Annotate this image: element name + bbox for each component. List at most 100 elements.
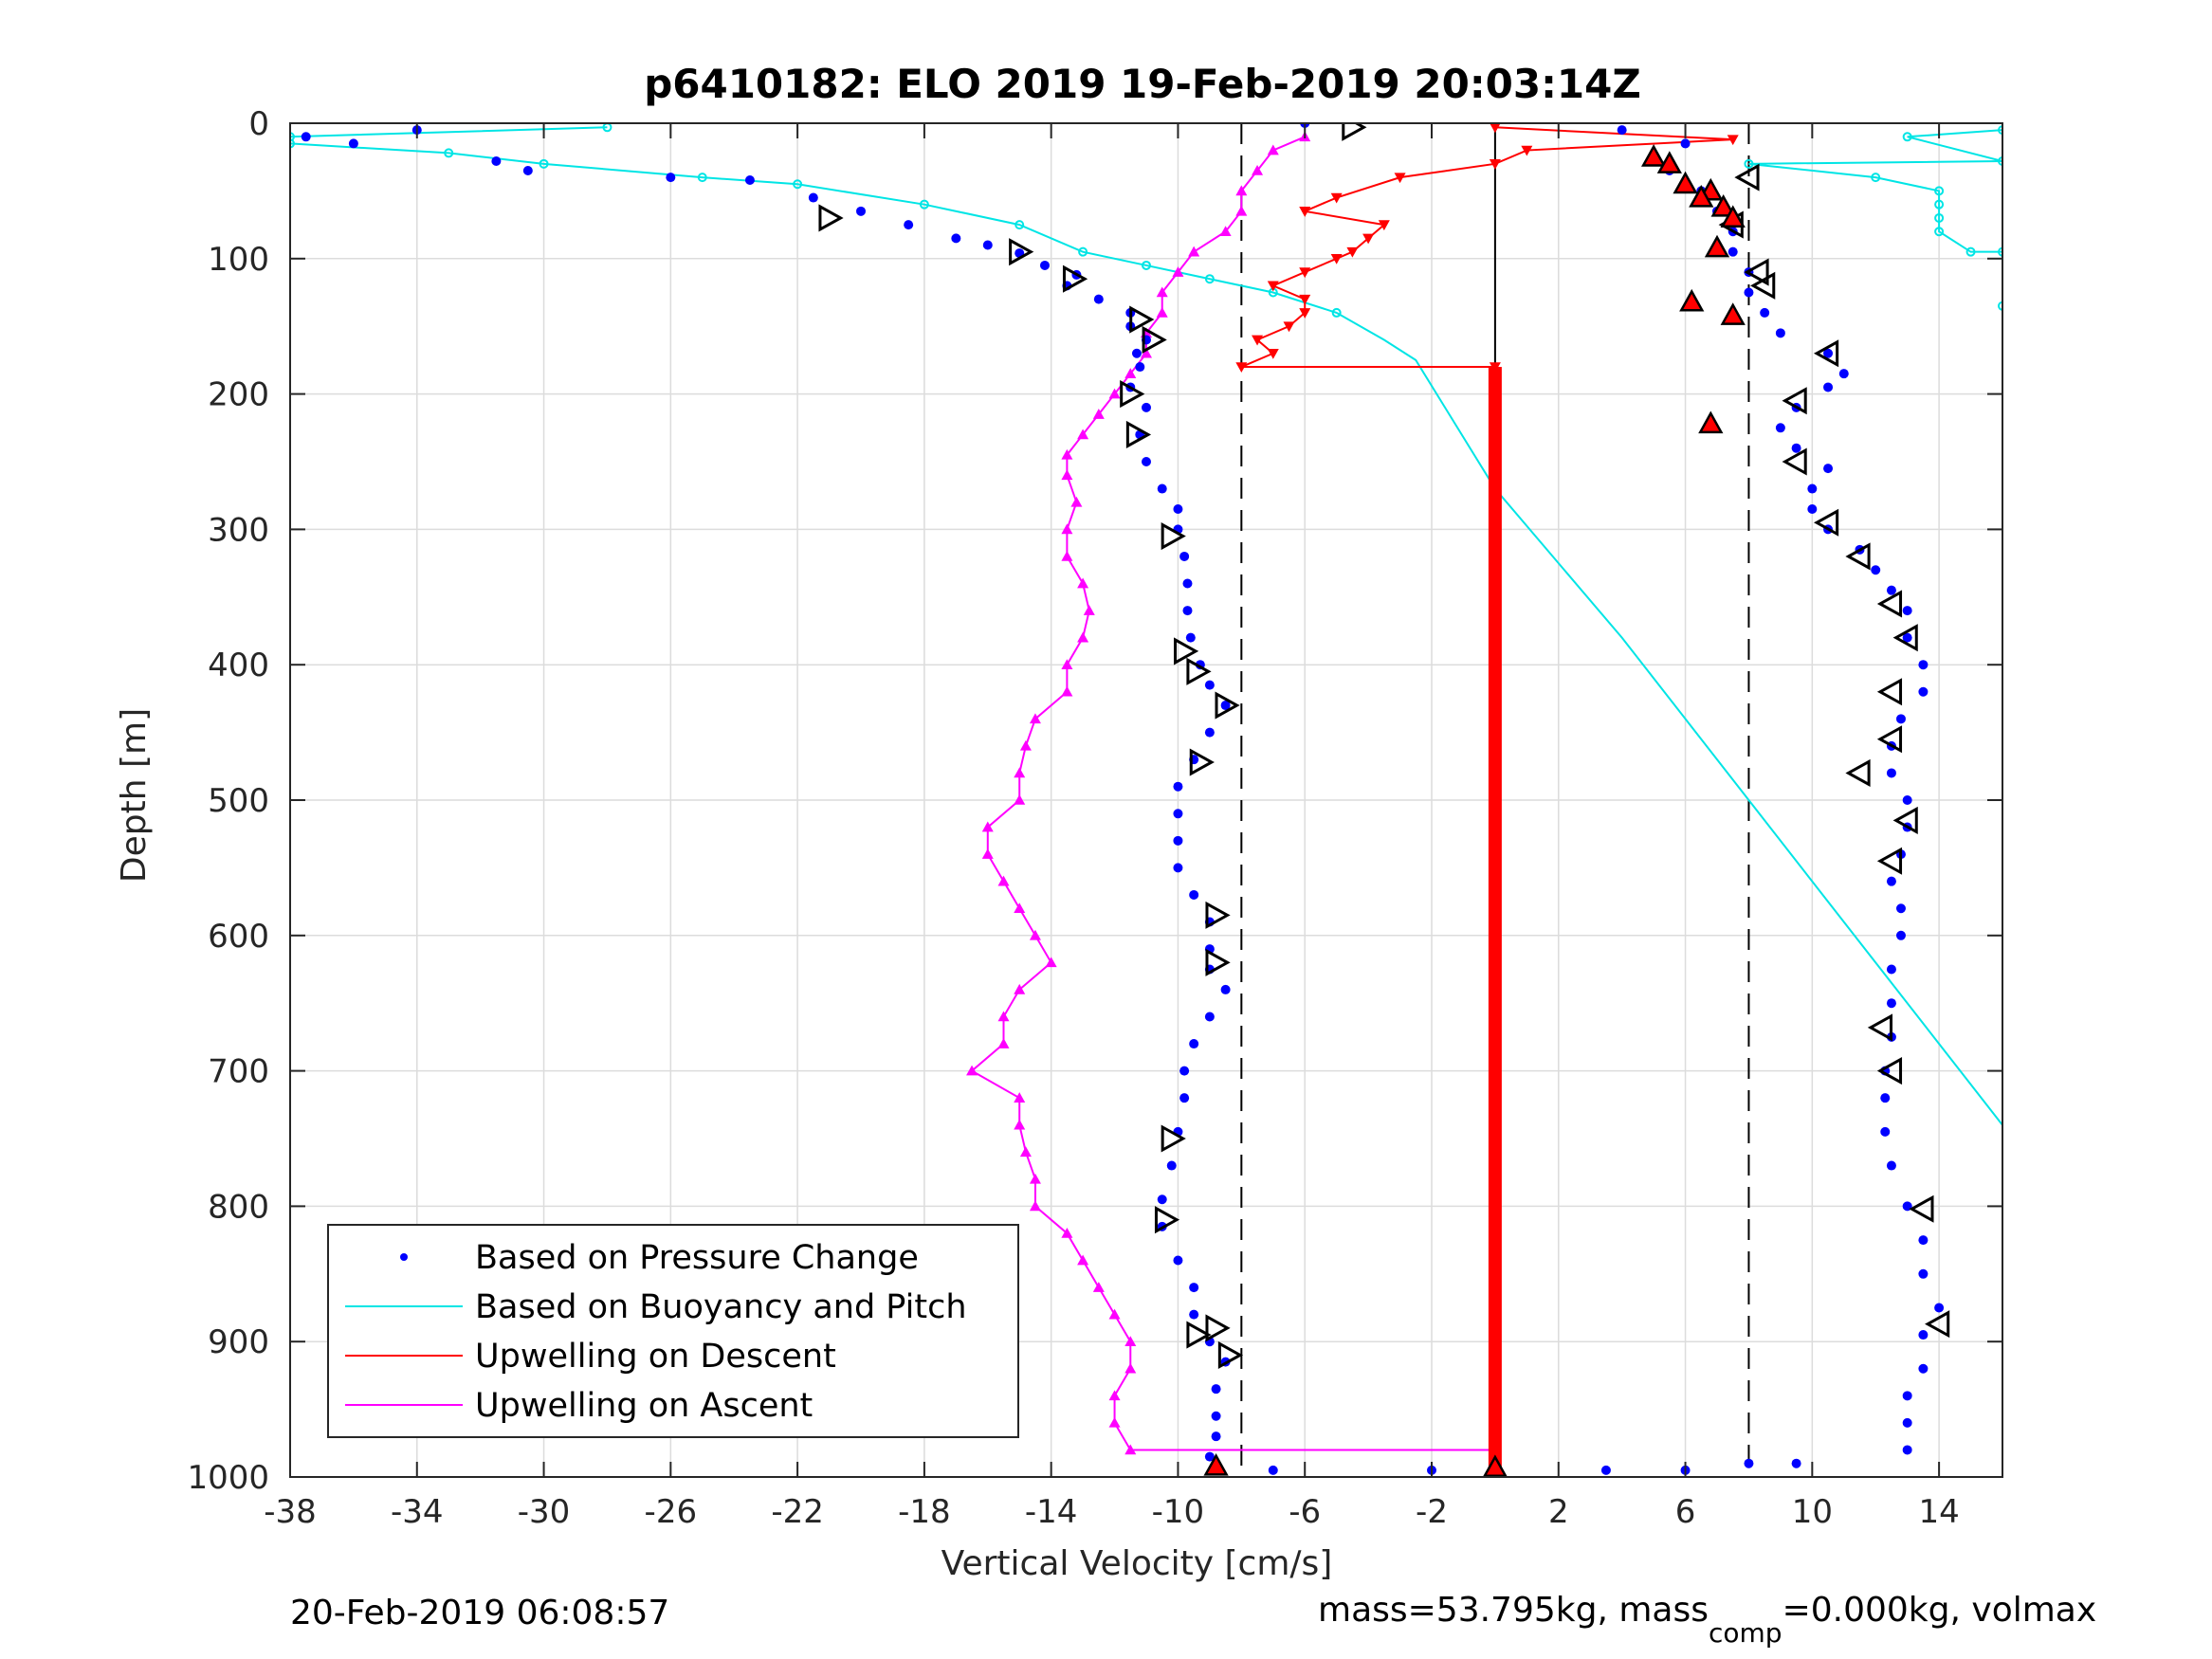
pressure-change-point xyxy=(1039,260,1050,270)
x-tick-label: -34 xyxy=(391,1493,444,1531)
upwelling-ascent-marker xyxy=(1070,496,1083,507)
pressure-change-point xyxy=(1838,369,1849,379)
open-triangle-marker xyxy=(1845,542,1871,571)
y-tick-label: 400 xyxy=(208,647,269,684)
filled-triangle-marker xyxy=(1720,205,1746,228)
pressure-change-point xyxy=(1617,125,1627,136)
pressure-change-point xyxy=(1189,1283,1199,1293)
open-triangle-marker xyxy=(1845,758,1871,787)
pressure-change-point xyxy=(666,173,676,183)
legend-box xyxy=(327,1224,1019,1438)
pressure-change-point xyxy=(1918,686,1929,697)
upwelling-ascent-marker xyxy=(1188,246,1200,257)
open-triangle-marker xyxy=(1174,637,1199,665)
upwelling-ascent-marker xyxy=(997,1038,1010,1048)
open-triangle-marker xyxy=(1750,271,1776,300)
upwelling-ascent-marker xyxy=(1019,1146,1032,1158)
upwelling-ascent-marker xyxy=(1267,144,1279,155)
x-tick-label: -22 xyxy=(771,1493,824,1531)
upwelling-descent-marker xyxy=(1252,335,1264,346)
upwelling-ascent-marker xyxy=(981,821,994,832)
upwelling-descent-marker xyxy=(1521,145,1533,156)
upwelling-ascent-marker xyxy=(1235,185,1248,196)
x-tick-label: -30 xyxy=(518,1493,571,1531)
pressure-change-point xyxy=(1886,1160,1896,1171)
upwelling-ascent-marker xyxy=(1124,1362,1137,1374)
x-tick-label: -38 xyxy=(264,1493,317,1531)
upwelling-ascent-marker xyxy=(1141,347,1152,358)
pressure-change-point xyxy=(1211,1431,1221,1442)
upwelling-descent-marker xyxy=(1489,159,1501,170)
pressure-change-point xyxy=(1886,768,1896,778)
open-triangle-marker xyxy=(1120,380,1145,409)
buoyancy-pitch-point xyxy=(444,148,454,158)
pressure-change-point xyxy=(301,132,311,142)
legend-entry-label: Upwelling on Descent xyxy=(475,1338,836,1376)
pressure-change-point xyxy=(1135,362,1145,373)
open-triangle-marker xyxy=(1876,1057,1903,1085)
open-triangle-marker xyxy=(1161,1124,1186,1153)
pressure-change-point xyxy=(348,138,358,149)
open-triangle-marker xyxy=(1062,264,1088,293)
pressure-change-point xyxy=(1918,660,1929,670)
pressure-change-point xyxy=(1886,964,1896,975)
open-triangle-marker xyxy=(1744,258,1769,286)
pressure-change-point xyxy=(1182,606,1193,616)
pressure-change-point xyxy=(982,240,993,250)
buoyancy-pitch-point xyxy=(697,173,707,183)
x-axis-label: Vertical Velocity [cm/s] xyxy=(941,1544,1333,1583)
filled-triangle-marker xyxy=(1710,193,1736,217)
footer-mass-info: mass=53.795kg, masscomp=0.000kg, volmax xyxy=(1318,1591,2096,1649)
pressure-change-point xyxy=(1211,1411,1221,1421)
pressure-change-point xyxy=(1093,294,1104,304)
upwelling-ascent-marker xyxy=(1061,448,1073,460)
upwelling-ascent-marker xyxy=(1124,1444,1137,1455)
open-triangle-marker xyxy=(1161,521,1186,551)
pressure-change-point xyxy=(1173,781,1183,792)
pressure-change-point xyxy=(1902,795,1912,805)
upwelling-ascent-marker xyxy=(1156,286,1168,298)
upwelling-ascent-marker xyxy=(1014,1092,1026,1103)
pressure-change-point xyxy=(1823,348,1834,358)
upwelling-descent-marker xyxy=(1378,220,1390,231)
pressure-change-point xyxy=(1173,809,1183,819)
pressure-change-point xyxy=(1189,889,1199,900)
pressure-change-point xyxy=(1902,1391,1912,1401)
open-triangle-marker xyxy=(1205,1314,1231,1342)
buoyancy-pitch-surface-point xyxy=(1871,173,1881,183)
pressure-change-point xyxy=(1220,701,1231,711)
open-triangle-marker xyxy=(1909,1194,1934,1223)
pressure-change-point xyxy=(1871,565,1881,575)
pressure-change-point xyxy=(1760,307,1770,318)
pressure-change-point xyxy=(1728,246,1738,257)
open-triangle-marker xyxy=(1205,948,1231,976)
pressure-change-point xyxy=(1895,903,1906,914)
upwelling-ascent-marker xyxy=(1029,713,1041,724)
buoyancy-pitch-surface-point xyxy=(1744,158,1754,169)
buoyancy-pitch-point xyxy=(1015,220,1025,230)
upwelling-ascent-marker xyxy=(1092,409,1105,419)
open-triangle-marker xyxy=(1892,806,1918,834)
upwelling-ascent-marker xyxy=(997,1011,1010,1022)
buoyancy-pitch-surface-point xyxy=(1934,227,1945,237)
buoyancy-pitch-point xyxy=(1204,274,1215,284)
upwelling-ascent-marker xyxy=(997,875,1010,886)
upwelling-descent-marker xyxy=(1330,254,1343,264)
x-tick-label: -26 xyxy=(645,1493,698,1531)
pressure-change-point xyxy=(1807,503,1818,514)
buoyancy-pitch-point xyxy=(793,179,803,190)
y-tick-label: 0 xyxy=(248,105,269,143)
upwelling-ascent-marker xyxy=(1014,983,1026,994)
pressure-change-point xyxy=(1204,680,1215,690)
pressure-change-point xyxy=(1775,328,1785,338)
upwelling-ascent-marker xyxy=(1108,388,1121,399)
pressure-change-point xyxy=(1142,457,1151,466)
pressure-change-point xyxy=(1902,606,1912,616)
upwelling-descent-bar xyxy=(1488,367,1502,1477)
y-axis-label: Depth [m] xyxy=(115,708,154,883)
upwelling-descent-marker xyxy=(1267,348,1279,359)
upwelling-ascent-marker xyxy=(1172,266,1184,277)
x-tick-label: -18 xyxy=(898,1493,951,1531)
y-tick-label: 200 xyxy=(208,376,269,414)
upwelling-ascent-marker xyxy=(1014,1119,1026,1130)
